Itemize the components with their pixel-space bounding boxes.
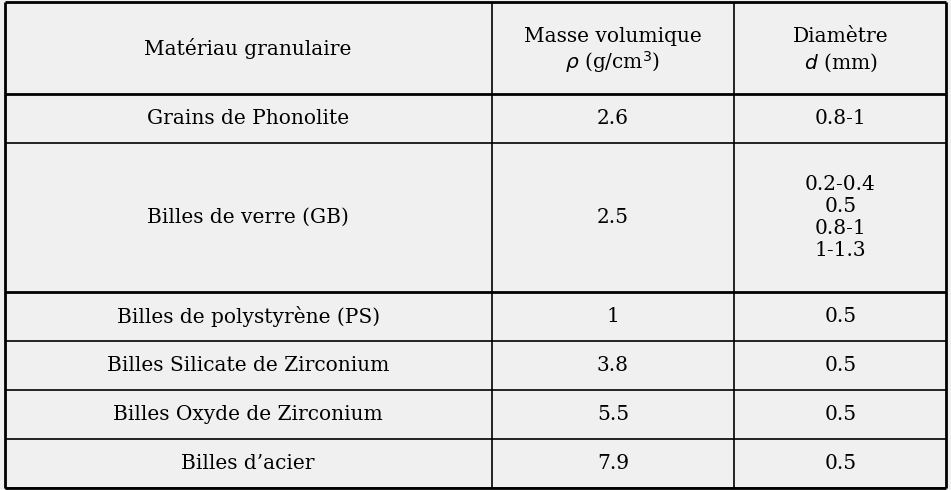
Text: $\rho$ (g/cm$^3$): $\rho$ (g/cm$^3$)	[566, 49, 660, 75]
Text: 3.8: 3.8	[597, 356, 629, 375]
Text: 0.5: 0.5	[825, 307, 857, 326]
Text: 0.5: 0.5	[825, 454, 857, 472]
Text: Grains de Phonolite: Grains de Phonolite	[147, 109, 349, 128]
Text: 7.9: 7.9	[597, 454, 629, 472]
Text: 2.6: 2.6	[597, 109, 629, 128]
Text: 0.2-0.4
0.5
0.8-1
1-1.3: 0.2-0.4 0.5 0.8-1 1-1.3	[805, 175, 876, 260]
Text: Diamètre: Diamètre	[792, 26, 888, 46]
Text: 0.8-1: 0.8-1	[814, 109, 866, 128]
Text: 0.5: 0.5	[825, 356, 857, 375]
Text: Masse volumique: Masse volumique	[524, 26, 702, 46]
Text: $d$ (mm): $d$ (mm)	[804, 51, 877, 74]
Text: 2.5: 2.5	[597, 208, 629, 227]
Text: Billes d’acier: Billes d’acier	[182, 454, 315, 472]
Text: Matériau granulaire: Matériau granulaire	[145, 38, 352, 59]
Text: 0.5: 0.5	[825, 405, 857, 424]
Text: Billes de polystyrène (PS): Billes de polystyrène (PS)	[117, 306, 379, 327]
Text: 5.5: 5.5	[597, 405, 629, 424]
Text: Billes de verre (GB): Billes de verre (GB)	[147, 208, 349, 227]
Text: Billes Oxyde de Zirconium: Billes Oxyde de Zirconium	[113, 405, 383, 424]
Text: Billes Silicate de Zirconium: Billes Silicate de Zirconium	[107, 356, 389, 375]
Text: 1: 1	[607, 307, 619, 326]
